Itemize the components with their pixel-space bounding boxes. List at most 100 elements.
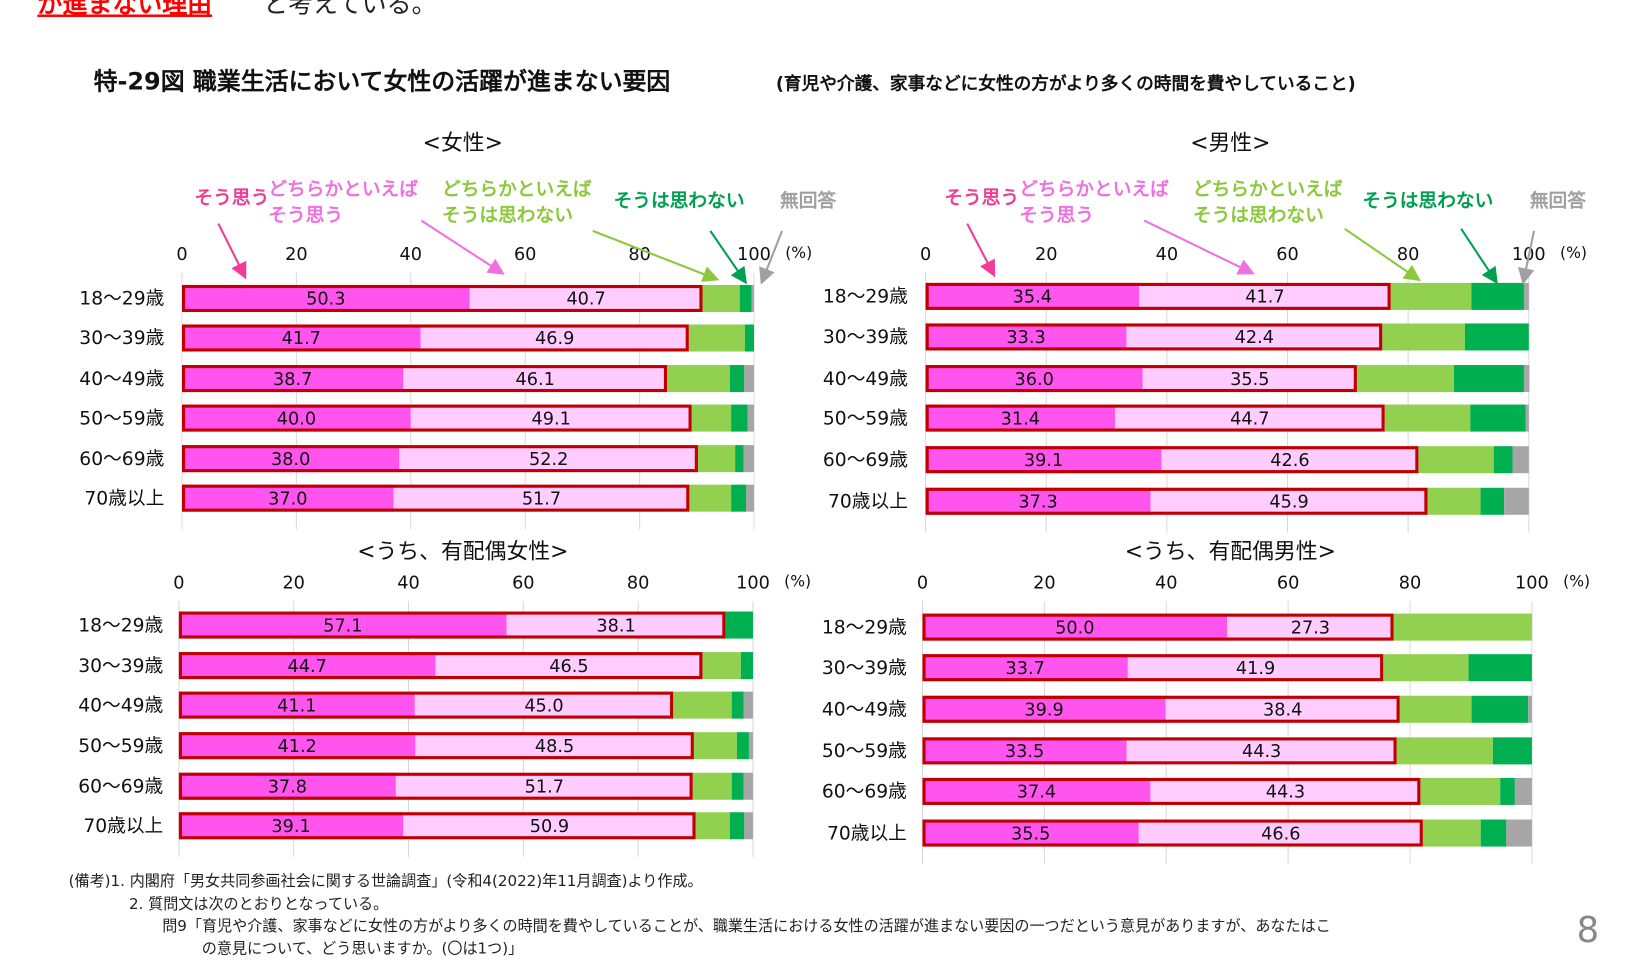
unit-label: (%) xyxy=(784,573,811,591)
agree-total-outline xyxy=(922,819,1423,847)
agree-total-outline xyxy=(925,446,1419,474)
bar-row: 30〜39歳 33.7 41.9 xyxy=(822,654,1532,682)
legend-label: そう思う xyxy=(194,188,269,209)
bar-segment xyxy=(697,445,736,473)
bar-segment xyxy=(1493,446,1513,474)
row-label: 70歳以上 xyxy=(828,492,908,513)
row-label: 40〜49歳 xyxy=(823,369,908,390)
data-label: 37.4 xyxy=(1017,783,1056,803)
bar-segment xyxy=(922,819,1139,847)
data-label: 48.5 xyxy=(535,737,574,757)
data-label: 38.0 xyxy=(271,450,310,470)
lead-text-red: が進まない理由 xyxy=(37,0,212,18)
bar-segment xyxy=(178,691,415,719)
row-label: 30〜39歳 xyxy=(823,327,908,348)
row-label: 40〜49歳 xyxy=(78,695,163,716)
bar-segment xyxy=(403,812,696,840)
legend-label: 無回答 xyxy=(780,190,836,212)
panel-title: <女性> xyxy=(423,131,503,156)
bar-segment xyxy=(702,652,741,680)
figure-subtitle: (育児や介護、家事などに女性の方がより多くの時間を費やしていること) xyxy=(776,72,1356,94)
row-label: 18〜29歳 xyxy=(822,617,907,638)
data-label: 37.0 xyxy=(268,489,307,509)
x-tick-label: 60 xyxy=(1277,574,1300,594)
data-label: 57.1 xyxy=(323,616,362,636)
bar-segment xyxy=(691,404,732,432)
row-label: 50〜59歳 xyxy=(823,408,908,429)
bar-segment xyxy=(744,812,753,840)
bar-segment xyxy=(399,445,698,473)
bar-segment xyxy=(729,812,745,840)
bar-segment xyxy=(178,812,404,840)
bar-segment xyxy=(1139,282,1391,310)
bar-segment xyxy=(925,282,1140,310)
bar-segment xyxy=(740,652,753,680)
bar-segment xyxy=(673,691,732,719)
agree-total-outline xyxy=(925,365,1357,393)
bar-segment xyxy=(1492,737,1532,765)
unit-label: (%) xyxy=(785,244,812,262)
row-label: 50〜59歳 xyxy=(79,408,164,429)
bar-segment xyxy=(1422,819,1481,847)
row-label: 40〜49歳 xyxy=(822,700,907,721)
bar-row: 50〜59歳 31.4 44.7 xyxy=(823,404,1529,432)
legend-label: どちらかといえば xyxy=(1193,180,1343,201)
notes: (備考)1. 内閣府「男女共同参画社会に関する世論調査」(令和4(2022)年1… xyxy=(69,872,1331,958)
note-question-intro: 2. 質問文は次のとおりとなっている。 xyxy=(129,895,388,913)
x-tick-label: 40 xyxy=(1155,574,1178,594)
bar-segment xyxy=(182,365,404,393)
x-tick-label: 100 xyxy=(737,245,771,265)
bar-segment xyxy=(1126,323,1383,351)
bar-segment xyxy=(1471,282,1524,310)
legend-label: そう思う xyxy=(268,206,343,227)
bar-row: 50〜59歳 33.5 44.3 xyxy=(822,737,1532,765)
x-tick-label: 80 xyxy=(1397,245,1420,265)
x-tick-label: 80 xyxy=(627,574,650,594)
bar-segment xyxy=(178,611,507,639)
x-tick-label: 60 xyxy=(514,245,537,265)
bar-segment xyxy=(1126,737,1397,765)
legend-arrow xyxy=(592,229,720,282)
bar-segment xyxy=(925,446,1162,474)
data-label: 46.5 xyxy=(549,657,588,677)
note-source: (備考)1. 内閣府「男女共同参画社会に関する世論調査」(令和4(2022)年1… xyxy=(69,872,703,890)
chart-panel-2: <うち、有配偶女性> 0 20 40 60 80 100 (%) 18〜29歳 57.1 38.1 3… xyxy=(78,539,811,857)
bar-row: 18〜29歳 57.1 38.1 xyxy=(78,611,753,639)
row-label: 30〜39歳 xyxy=(78,656,163,677)
bar-row: 30〜39歳 33.3 42.4 xyxy=(823,323,1529,351)
data-label: 39.9 xyxy=(1024,701,1063,721)
agree-total-outline xyxy=(922,654,1384,682)
bar-segment xyxy=(1427,487,1481,515)
bar-row: 70歳以上 37.3 45.9 xyxy=(828,487,1529,515)
bar-segment xyxy=(469,284,703,312)
bar-segment xyxy=(1142,365,1357,393)
row-label: 60〜69歳 xyxy=(79,449,164,470)
agree-total-outline xyxy=(178,732,694,760)
data-label: 44.3 xyxy=(1266,783,1305,803)
bar-segment xyxy=(1396,737,1493,765)
bar-segment xyxy=(744,365,754,393)
x-tick-label: 0 xyxy=(173,574,184,594)
chart-panel-3: <うち、有配偶男性> 0 20 40 60 80 100 (%) 18〜29歳 50.0 27.3 3… xyxy=(822,539,1590,865)
legend-label: そう思う xyxy=(1019,206,1094,227)
bar-segment xyxy=(393,484,690,512)
data-label: 45.9 xyxy=(1269,493,1308,513)
bar-segment xyxy=(751,284,754,312)
bar-segment xyxy=(1514,777,1532,805)
bar-segment xyxy=(731,691,744,719)
bar-row: 70歳以上 35.5 46.6 xyxy=(827,819,1532,847)
bar-segment xyxy=(743,691,753,719)
row-label: 18〜29歳 xyxy=(78,615,163,636)
x-tick-label: 20 xyxy=(1035,245,1058,265)
agree-total-outline xyxy=(178,772,693,800)
agree-total-outline xyxy=(178,652,703,680)
legend-label: どちらかといえば xyxy=(1019,180,1169,201)
bar-segment xyxy=(743,772,753,800)
bar-row: 40〜49歳 36.0 35.5 xyxy=(823,365,1530,393)
x-tick-label: 80 xyxy=(628,245,651,265)
data-label: 33.5 xyxy=(1005,742,1044,762)
bar-segment xyxy=(748,732,753,760)
bar-segment xyxy=(1523,282,1529,310)
bar-segment xyxy=(1512,446,1529,474)
data-label: 35.4 xyxy=(1013,288,1052,308)
